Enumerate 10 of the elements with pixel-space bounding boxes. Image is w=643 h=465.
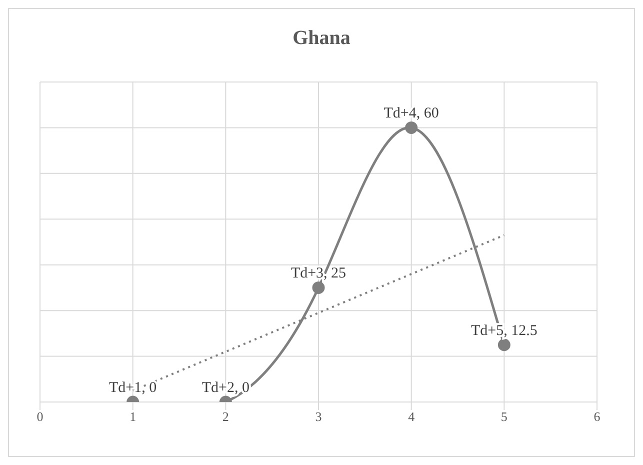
x-tick-label: 1 [130, 409, 136, 424]
x-tick-label: 3 [315, 409, 322, 424]
chart-title: Ghana [292, 27, 352, 51]
data-label: Td+4, 60 [384, 106, 439, 122]
x-tick-label: 6 [594, 409, 601, 424]
x-tick-label: 5 [500, 409, 508, 424]
x-tick-label: 2 [222, 409, 229, 424]
x-tick-label: 4 [408, 409, 416, 424]
x-tick-label: 0 [36, 409, 44, 424]
data-label: Td+1, 0 [109, 380, 157, 396]
